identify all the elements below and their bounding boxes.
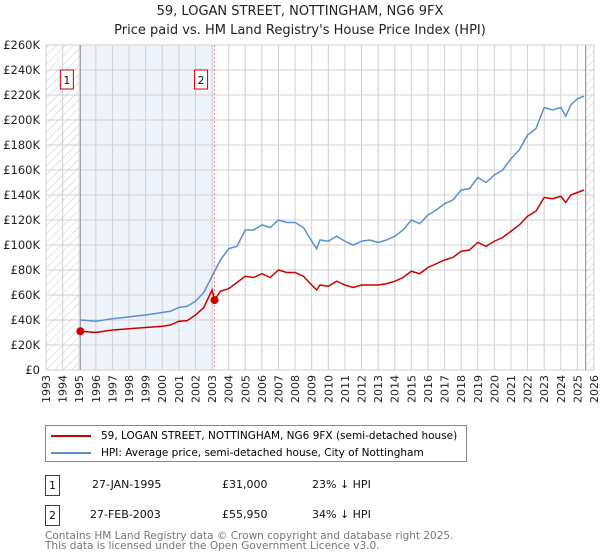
y-tick-label: £140K bbox=[3, 188, 40, 202]
sale-2-badge bbox=[194, 69, 209, 90]
sale-price: £31,000 bbox=[222, 478, 268, 491]
y-tick-label: £200K bbox=[3, 113, 40, 127]
sale-hpi-diff: 23% ↓ HPI bbox=[312, 478, 371, 491]
x-tick-label: 2008 bbox=[289, 375, 302, 403]
footer-line-2: This data is licensed under the Open Gov… bbox=[45, 540, 380, 552]
sale-row-1: 1 27-JAN-1995 £31,000 23% ↓ HPI bbox=[45, 475, 465, 496]
sale-1-badge bbox=[59, 69, 74, 90]
x-tick-label: 2006 bbox=[256, 375, 269, 403]
x-tick-label: 2001 bbox=[173, 375, 186, 403]
x-tick-label: 1998 bbox=[123, 375, 136, 403]
sale-1-marker bbox=[76, 327, 85, 336]
x-tick-label: 2012 bbox=[356, 375, 369, 403]
y-tick-label: £100K bbox=[3, 238, 40, 252]
x-tick-label: 1999 bbox=[140, 375, 153, 403]
x-tick-label: 1993 bbox=[40, 375, 53, 403]
x-tick-label: 2009 bbox=[306, 375, 319, 403]
y-tick-label: £240K bbox=[3, 63, 40, 77]
hatched-region bbox=[46, 45, 81, 370]
x-tick-label: 2026 bbox=[588, 375, 600, 403]
x-tick-label: 2013 bbox=[372, 375, 385, 403]
y-tick-label: £20K bbox=[11, 338, 41, 352]
y-tick-label: £220K bbox=[3, 88, 40, 102]
x-tick-label: 2007 bbox=[272, 375, 285, 403]
sale-badge: 1 bbox=[45, 475, 60, 496]
y-tick-label: £80K bbox=[11, 263, 41, 277]
y-tick-label: £60K bbox=[11, 288, 41, 302]
sale-2-badge-label: 2 bbox=[198, 74, 205, 87]
sale-date: 27-JAN-1995 bbox=[92, 478, 162, 491]
sale-date: 27-FEB-2003 bbox=[90, 508, 161, 521]
chart-subtitle: Price paid vs. HM Land Registry's House … bbox=[114, 23, 486, 38]
x-tick-label: 2010 bbox=[322, 375, 335, 403]
x-tick-label: 2017 bbox=[439, 375, 452, 403]
hpi-line bbox=[80, 95, 585, 323]
x-tick-label: 2002 bbox=[189, 375, 202, 403]
chart-title: 59, LOGAN STREET, NOTTINGHAM, NG6 9FX bbox=[156, 4, 444, 19]
x-tick-label: 2020 bbox=[488, 375, 501, 403]
legend-swatch-property bbox=[51, 435, 91, 437]
y-tick-label: £40K bbox=[11, 313, 41, 327]
plot-area: 1993 1994 1995 1996 1997 1998 1999 2000 2001 2002… bbox=[3, 38, 600, 403]
legend-item-property: 59, LOGAN STREET, NOTTINGHAM, NG6 9FX (s… bbox=[51, 428, 457, 444]
footer: Contains HM Land Registry data © Crown c… bbox=[45, 530, 454, 552]
y-tick-label: £260K bbox=[3, 38, 40, 52]
x-tick-label: 2023 bbox=[538, 375, 551, 403]
sale-period-shade bbox=[80, 45, 215, 370]
sale-row-2: 2 27-FEB-2003 £55,950 34% ↓ HPI bbox=[45, 505, 465, 526]
y-tick-label: £0 bbox=[25, 363, 40, 377]
property-price-line bbox=[80, 189, 585, 334]
y-tick-label: £160K bbox=[3, 163, 40, 177]
legend-label-property: 59, LOGAN STREET, NOTTINGHAM, NG6 9FX (s… bbox=[101, 430, 458, 442]
legend-item-hpi: HPI: Average price, semi-detached house,… bbox=[51, 445, 424, 461]
x-tick-label: 2015 bbox=[405, 375, 418, 403]
x-tick-label: 2003 bbox=[206, 375, 219, 403]
x-tick-label: 2000 bbox=[156, 375, 169, 403]
legend-label-hpi: HPI: Average price, semi-detached house,… bbox=[101, 447, 424, 459]
sale-hpi-diff: 34% ↓ HPI bbox=[312, 508, 371, 521]
y-tick-label: £180K bbox=[3, 138, 40, 152]
legend-swatch-hpi bbox=[51, 452, 91, 454]
x-tick-label: 2024 bbox=[555, 375, 568, 403]
x-tick-label: 2025 bbox=[571, 375, 584, 403]
x-tick-label: 2019 bbox=[472, 375, 485, 403]
x-tick-label: 2022 bbox=[522, 375, 535, 403]
x-tick-label: 1997 bbox=[106, 375, 119, 403]
x-tick-label: 1996 bbox=[90, 375, 103, 403]
footer-line-1: Contains HM Land Registry data © Crown c… bbox=[45, 530, 454, 542]
x-tick-label: 2005 bbox=[239, 375, 252, 403]
hatched-region bbox=[585, 45, 594, 370]
sale-2-marker bbox=[210, 296, 219, 305]
x-tick-label: 2021 bbox=[505, 375, 518, 403]
sale-1-badge-label: 1 bbox=[63, 74, 70, 87]
x-tick-label: 1994 bbox=[57, 375, 70, 403]
x-tick-label: 2011 bbox=[339, 375, 352, 403]
x-tick-label: 2004 bbox=[223, 375, 236, 403]
x-tick-label: 2014 bbox=[389, 375, 402, 403]
x-tick-label: 2018 bbox=[455, 375, 468, 403]
legend: 59, LOGAN STREET, NOTTINGHAM, NG6 9FX (s… bbox=[45, 425, 467, 462]
sale-price: £55,950 bbox=[222, 508, 268, 521]
x-tick-label: 1995 bbox=[73, 375, 86, 403]
sale-badge: 2 bbox=[45, 505, 60, 526]
y-tick-label: £120K bbox=[3, 213, 40, 227]
x-tick-label: 2016 bbox=[422, 375, 435, 403]
